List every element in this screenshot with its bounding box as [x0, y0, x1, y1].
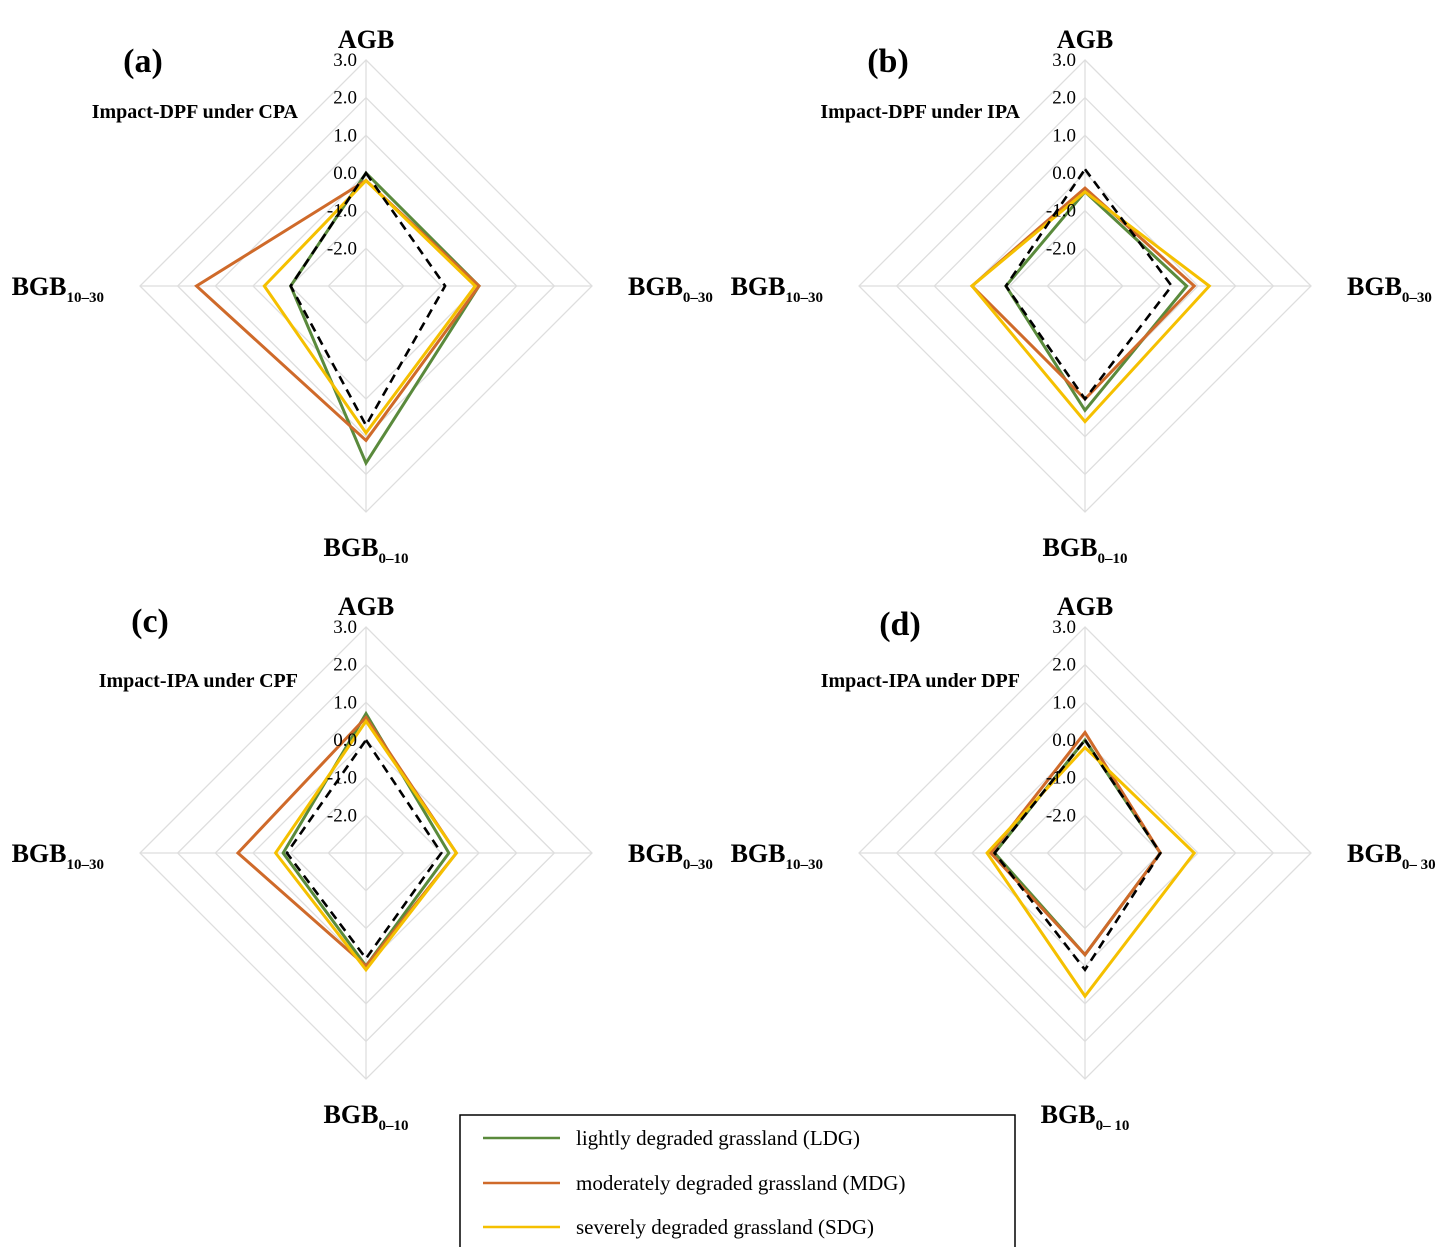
r-tick-label: -2.0: [1046, 805, 1076, 826]
panel-title: Impact-DPF under CPA: [92, 101, 299, 123]
axis-label-bgb10-30: BGB10–30: [12, 839, 104, 873]
r-tick-label: 3.0: [1052, 617, 1076, 638]
r-tick-label: 0.0: [1052, 730, 1076, 751]
panel-label: (a): [123, 43, 163, 80]
panel-title: Impact-IPA under CPF: [99, 670, 298, 692]
radar-panel-4: 3.0 2.0 1.0 0.0 -1.0 -2.0 AGB BGB0– 30 BGB0– 10 B…: [731, 592, 1436, 1134]
series-reference: [289, 170, 447, 429]
series-reference: [285, 737, 443, 961]
axis-label-bgb0-30: BGB0– 30: [1347, 839, 1436, 873]
axis-label-bgb0-30: BGB0–30: [628, 272, 713, 306]
series-mdg: [194, 178, 481, 443]
series-sdg: [969, 189, 1212, 424]
axis-label-bgb0-10: BGB0–10: [1043, 533, 1128, 567]
r-tick-label: 2.0: [333, 88, 357, 109]
r-tick-label: 3.0: [333, 50, 357, 71]
series-mdg: [235, 715, 459, 969]
r-tick-label: 3.0: [1052, 50, 1076, 71]
r-tick-label: 0.0: [333, 730, 357, 751]
axis-label-bgb0-10: BGB0–10: [324, 1100, 409, 1134]
panel-title: Impact-DPF under IPA: [820, 101, 1020, 123]
series-ldg: [992, 737, 1163, 958]
series-mdg: [988, 729, 1163, 958]
legend-item-sdg: severely degraded grassland (SDG): [483, 1215, 874, 1239]
axis-label-bgb0-10: BGB0–10: [324, 533, 409, 567]
axis-label-bgb0-10: BGB0– 10: [1041, 1100, 1130, 1134]
r-tick-label: 2.0: [1052, 88, 1076, 109]
legend: lightly degraded grassland (LDG) moderat…: [459, 1114, 1016, 1247]
axis-label-agb: AGB: [1057, 592, 1113, 621]
r-tick-label: 1.0: [1052, 125, 1076, 146]
series-ldg: [1004, 189, 1189, 413]
axis-label-bgb0-30: BGB0–30: [628, 839, 713, 873]
panel-label: (b): [867, 43, 909, 80]
r-tick-label: -2.0: [327, 805, 357, 826]
axis-label-agb: AGB: [1057, 25, 1113, 54]
radar-panel-3: 3.0 2.0 1.0 0.0 -1.0 -2.0 AGB BGB0–30 BGB0–10 BGB…: [12, 592, 713, 1134]
legend-label-mdg: moderately degraded grassland (MDG): [576, 1171, 905, 1195]
series-sdg: [273, 718, 459, 973]
panel-label: (c): [131, 603, 169, 640]
radar-panel-2: 3.0 2.0 1.0 0.0 -1.0 -2.0 AGB BGB0–30 BGB0–10 BGB…: [731, 25, 1432, 567]
axis-label-bgb10-30: BGB10–30: [731, 272, 823, 306]
axis-label-agb: AGB: [338, 592, 394, 621]
r-tick-label: -1.0: [327, 768, 357, 789]
axis-label-bgb10-30: BGB10–30: [12, 272, 104, 306]
axis-label-agb: AGB: [338, 25, 394, 54]
r-tick-label: -1.0: [327, 201, 357, 222]
series-reference: [1004, 166, 1174, 402]
panel-title: Impact-IPA under DPF: [821, 670, 1020, 692]
r-tick-label: 1.0: [1052, 692, 1076, 713]
r-tick-label: -1.0: [1046, 201, 1076, 222]
r-tick-label: 2.0: [1052, 655, 1076, 676]
r-tick-label: 0.0: [1052, 163, 1076, 184]
panel-label: (d): [879, 606, 921, 643]
r-tick-label: 1.0: [333, 692, 357, 713]
series-reference: [992, 737, 1162, 973]
radar-panels: 3.0 2.0 1.0 0.0 -1.0 -2.0 AGB BGB0–30 BGB0–10 BGB…: [12, 25, 1436, 1134]
r-tick-label: 1.0: [333, 125, 357, 146]
radar-panel-1: 3.0 2.0 1.0 0.0 -1.0 -2.0 AGB BGB0–30 BGB0–10 BGB…: [12, 25, 713, 567]
legend-item-mdg: moderately degraded grassland (MDG): [483, 1171, 905, 1195]
legend-label-sdg: severely degraded grassland (SDG): [576, 1215, 874, 1239]
legend-label-ldg: lightly degraded grassland (LDG): [576, 1126, 860, 1150]
legend-item-ldg: lightly degraded grassland (LDG): [483, 1126, 860, 1150]
axis-label-bgb10-30: BGB10–30: [731, 839, 823, 873]
series-sdg: [262, 178, 478, 436]
r-tick-label: 0.0: [333, 163, 357, 184]
r-tick-label: -2.0: [1046, 238, 1076, 259]
series-mdg: [969, 186, 1197, 402]
r-tick-label: 2.0: [333, 655, 357, 676]
axis-label-bgb0-30: BGB0–30: [1347, 272, 1432, 306]
r-tick-label: -1.0: [1046, 768, 1076, 789]
r-tick-label: 3.0: [333, 617, 357, 638]
r-tick-label: -2.0: [327, 238, 357, 259]
series-sdg: [985, 745, 1197, 999]
